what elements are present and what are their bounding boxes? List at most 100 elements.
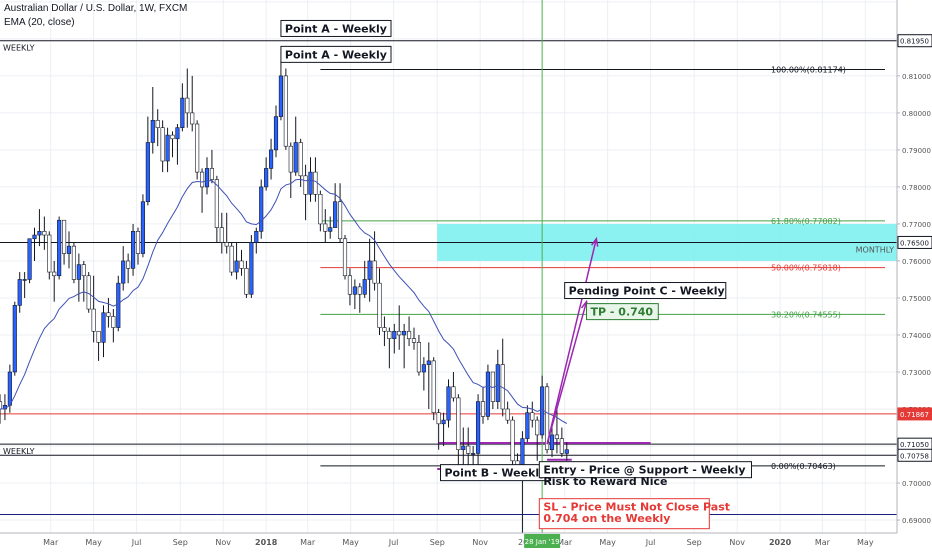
candles <box>0 61 569 550</box>
candle-bear <box>480 401 486 417</box>
candle-bull <box>421 364 426 373</box>
candle-bear <box>411 338 417 343</box>
candle-bear <box>52 271 57 277</box>
candle-bull <box>525 412 530 439</box>
y-value-tag-label: 0.71050 <box>900 441 929 449</box>
candle-bear <box>357 286 362 295</box>
candle-bear <box>224 242 229 247</box>
candle-bull <box>234 260 239 273</box>
hline-label-weekly-top: WEEKLY <box>3 44 35 53</box>
hline-label-monthly: MONTHLY <box>856 245 894 254</box>
x-tick-label: 2020 <box>769 538 792 547</box>
ema-line <box>0 178 568 424</box>
x-tick-label: May <box>85 538 102 547</box>
candle-bull <box>37 231 42 236</box>
sl-label-2: 0.704 on the Weekly <box>543 512 670 525</box>
candle-bear <box>303 175 308 195</box>
candle-bear <box>155 119 160 128</box>
tp-label-box <box>586 303 659 321</box>
x-tick-label: May <box>599 538 616 547</box>
x-tick-label: Sep <box>687 538 702 547</box>
y-tick-label: 0.70000 <box>902 480 931 488</box>
candle-bull <box>426 360 431 365</box>
candle-bear <box>190 112 195 125</box>
y-value-tag-label: 0.76500 <box>900 239 929 247</box>
y-value-tag <box>897 407 932 421</box>
candle-bull <box>461 445 466 451</box>
x-tick-label: 20 <box>518 538 528 547</box>
y-axis-bg <box>897 0 932 550</box>
x-tick-label: May <box>342 538 359 547</box>
candle-bull <box>308 171 313 195</box>
candle-bear <box>288 145 293 173</box>
candle-bear <box>323 223 328 232</box>
x-tick-label: Mar <box>43 538 59 547</box>
candle-bull <box>12 305 17 373</box>
candle-bull <box>57 219 62 277</box>
candle-bear <box>209 168 215 180</box>
candle-bear <box>298 142 303 177</box>
candle-bull <box>273 116 279 151</box>
candle-bear <box>160 127 165 162</box>
y-tick-label: 0.80000 <box>902 110 931 118</box>
x-tick-label: Sep <box>173 538 188 547</box>
candle-bear <box>510 419 515 462</box>
candle-bull <box>278 75 284 117</box>
y-tick-label: 0.77000 <box>902 221 931 229</box>
candle-bull <box>495 364 500 402</box>
candle-bear <box>195 123 200 173</box>
x-tick-label: Jul <box>645 538 656 547</box>
point-b-label: Point B - Weekly <box>445 467 547 480</box>
x-tick-label: Nov <box>472 538 488 547</box>
candle-bear <box>451 386 456 399</box>
candle-bull <box>17 279 22 306</box>
candle-bear <box>342 238 348 277</box>
candle-bear <box>431 360 436 414</box>
candle-bull <box>264 168 269 188</box>
x-tick-label: May <box>857 538 874 547</box>
entry-label-box <box>538 461 752 479</box>
candle-bull <box>180 97 185 128</box>
x-axis-bg <box>0 533 932 550</box>
candle-bear <box>313 171 318 195</box>
point-a-label: Point A - Weekly <box>285 48 387 61</box>
candle-bear <box>239 260 244 269</box>
candle-bear <box>337 201 343 240</box>
candle-bull <box>130 231 136 269</box>
candle-bear <box>111 316 116 328</box>
candle-bull <box>140 201 146 254</box>
candle-bear <box>456 397 461 451</box>
risk-label: Risk to Reward Nice <box>543 475 667 488</box>
chart-title: Australian Dollar / U.S. Dollar, 1W, FXC… <box>4 3 188 14</box>
candle-bear <box>382 327 387 332</box>
fib-level-label: 61.80%(0.77082) <box>771 217 841 226</box>
y-value-tag-label: 0.71867 <box>900 411 929 419</box>
candle-bull <box>293 142 298 173</box>
y-tick-label: 0.81000 <box>902 73 931 81</box>
candle-bear <box>318 194 323 225</box>
candle-bull <box>333 201 338 228</box>
x-tick-label: 2018 <box>255 538 278 547</box>
cursor-date-label: 28 Jan '19 <box>525 538 560 546</box>
candle-bull <box>254 231 259 243</box>
y-value-tag <box>897 34 932 48</box>
projection-arrow <box>546 238 598 445</box>
candle-bull <box>204 168 210 188</box>
y-value-tag-label: 0.81950 <box>900 38 929 46</box>
candle-bull <box>145 142 150 203</box>
pending-point-c-label: Pending Point C - Weekly <box>569 285 725 298</box>
candle-bull <box>471 453 476 455</box>
pending-point-c-label-box <box>564 282 727 300</box>
point-a-label-top-box <box>280 19 392 37</box>
candle-bear <box>436 412 441 425</box>
candle-bull <box>540 386 545 436</box>
x-axis: Mar May Jul Sep Nov 2018 Mar May Jul Sep Nov 20 Mar M… <box>0 532 932 550</box>
candle-bear <box>244 268 249 295</box>
y-tick-label: 0.78000 <box>902 184 931 192</box>
candle-bear <box>170 134 175 140</box>
y-value-tag <box>897 448 932 462</box>
x-tick-label: Jul <box>388 538 399 547</box>
candle-bull <box>446 386 451 421</box>
